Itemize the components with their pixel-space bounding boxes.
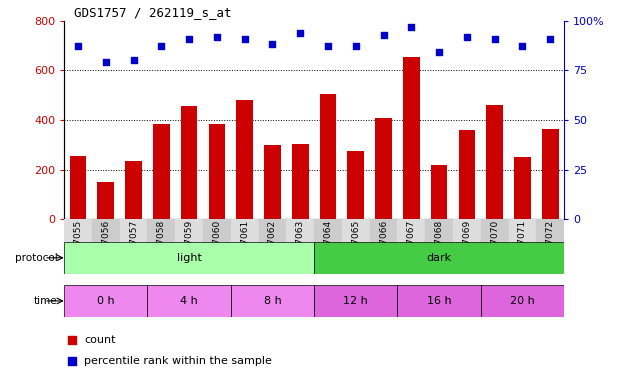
Text: GSM77055: GSM77055 (74, 220, 83, 269)
Bar (292, 144, 308, 219)
Bar (514, 157, 531, 219)
Bar (397, 285, 481, 317)
Bar (231, 219, 258, 242)
Point (67, 358, 77, 364)
Point (212, 33, 222, 39)
Bar (314, 285, 397, 317)
Text: GSM77057: GSM77057 (129, 220, 138, 269)
Bar (153, 124, 170, 219)
Text: 8 h: 8 h (263, 296, 281, 306)
Bar (287, 219, 314, 242)
Point (545, 36, 555, 42)
Text: GSM77071: GSM77071 (518, 220, 527, 269)
Bar (342, 219, 370, 242)
Text: GSM77067: GSM77067 (407, 220, 416, 269)
Point (517, 44, 528, 50)
Point (434, 50, 444, 55)
Point (490, 36, 500, 42)
Bar (347, 151, 364, 219)
Bar (208, 124, 225, 219)
Text: percentile rank within the sample: percentile rank within the sample (84, 356, 272, 366)
Point (406, 24, 417, 30)
Bar (120, 219, 147, 242)
Bar (431, 165, 447, 219)
Text: light: light (177, 253, 201, 263)
Point (156, 44, 167, 50)
Bar (314, 219, 342, 242)
Text: time: time (34, 296, 58, 306)
Bar (181, 106, 197, 219)
Bar (147, 285, 231, 317)
Bar (147, 219, 175, 242)
Text: GSM77069: GSM77069 (462, 220, 471, 269)
Bar (481, 219, 508, 242)
Text: GSM77062: GSM77062 (268, 220, 277, 269)
Point (240, 36, 250, 42)
Point (323, 44, 333, 50)
Bar (314, 242, 564, 274)
Bar (70, 156, 87, 219)
Point (73, 44, 83, 50)
Text: GSM77064: GSM77064 (324, 220, 333, 269)
Text: GSM77058: GSM77058 (157, 220, 166, 269)
Point (462, 33, 472, 39)
Bar (403, 57, 420, 219)
Text: 12 h: 12 h (344, 296, 368, 306)
Text: count: count (84, 335, 115, 345)
Point (267, 42, 278, 48)
Bar (542, 129, 558, 219)
Bar (92, 219, 120, 242)
Text: GDS1757 / 262119_s_at: GDS1757 / 262119_s_at (74, 6, 231, 20)
Bar (64, 285, 147, 317)
Bar (175, 219, 203, 242)
Bar (231, 285, 314, 317)
Bar (508, 219, 537, 242)
Bar (320, 94, 337, 219)
Bar (537, 219, 564, 242)
Point (128, 57, 138, 63)
Text: GSM77072: GSM77072 (545, 220, 554, 269)
Bar (397, 219, 425, 242)
Bar (258, 219, 287, 242)
Text: 20 h: 20 h (510, 296, 535, 306)
Point (101, 59, 111, 65)
Bar (125, 161, 142, 219)
Text: protocol: protocol (15, 253, 58, 263)
Bar (64, 242, 314, 274)
Text: 16 h: 16 h (427, 296, 451, 306)
Bar (453, 219, 481, 242)
Bar (203, 219, 231, 242)
Bar (487, 105, 503, 219)
Bar (64, 219, 92, 242)
Point (184, 36, 194, 42)
Point (378, 32, 388, 38)
Point (67, 337, 77, 343)
Text: GSM77065: GSM77065 (351, 220, 360, 269)
Text: 4 h: 4 h (180, 296, 198, 306)
Point (351, 44, 361, 50)
Bar (425, 219, 453, 242)
Text: GSM77061: GSM77061 (240, 220, 249, 269)
Bar (375, 117, 392, 219)
Text: GSM77066: GSM77066 (379, 220, 388, 269)
Text: GSM77070: GSM77070 (490, 220, 499, 269)
Text: dark: dark (426, 253, 452, 263)
Bar (481, 285, 564, 317)
Point (295, 30, 305, 36)
Bar (458, 130, 475, 219)
Text: GSM77056: GSM77056 (101, 220, 110, 269)
Text: 0 h: 0 h (97, 296, 115, 306)
Bar (370, 219, 397, 242)
Text: GSM77060: GSM77060 (212, 220, 221, 269)
Bar (97, 182, 114, 219)
Text: GSM77059: GSM77059 (185, 220, 194, 269)
Bar (237, 100, 253, 219)
Text: GSM77068: GSM77068 (435, 220, 444, 269)
Bar (264, 145, 281, 219)
Text: GSM77063: GSM77063 (296, 220, 304, 269)
